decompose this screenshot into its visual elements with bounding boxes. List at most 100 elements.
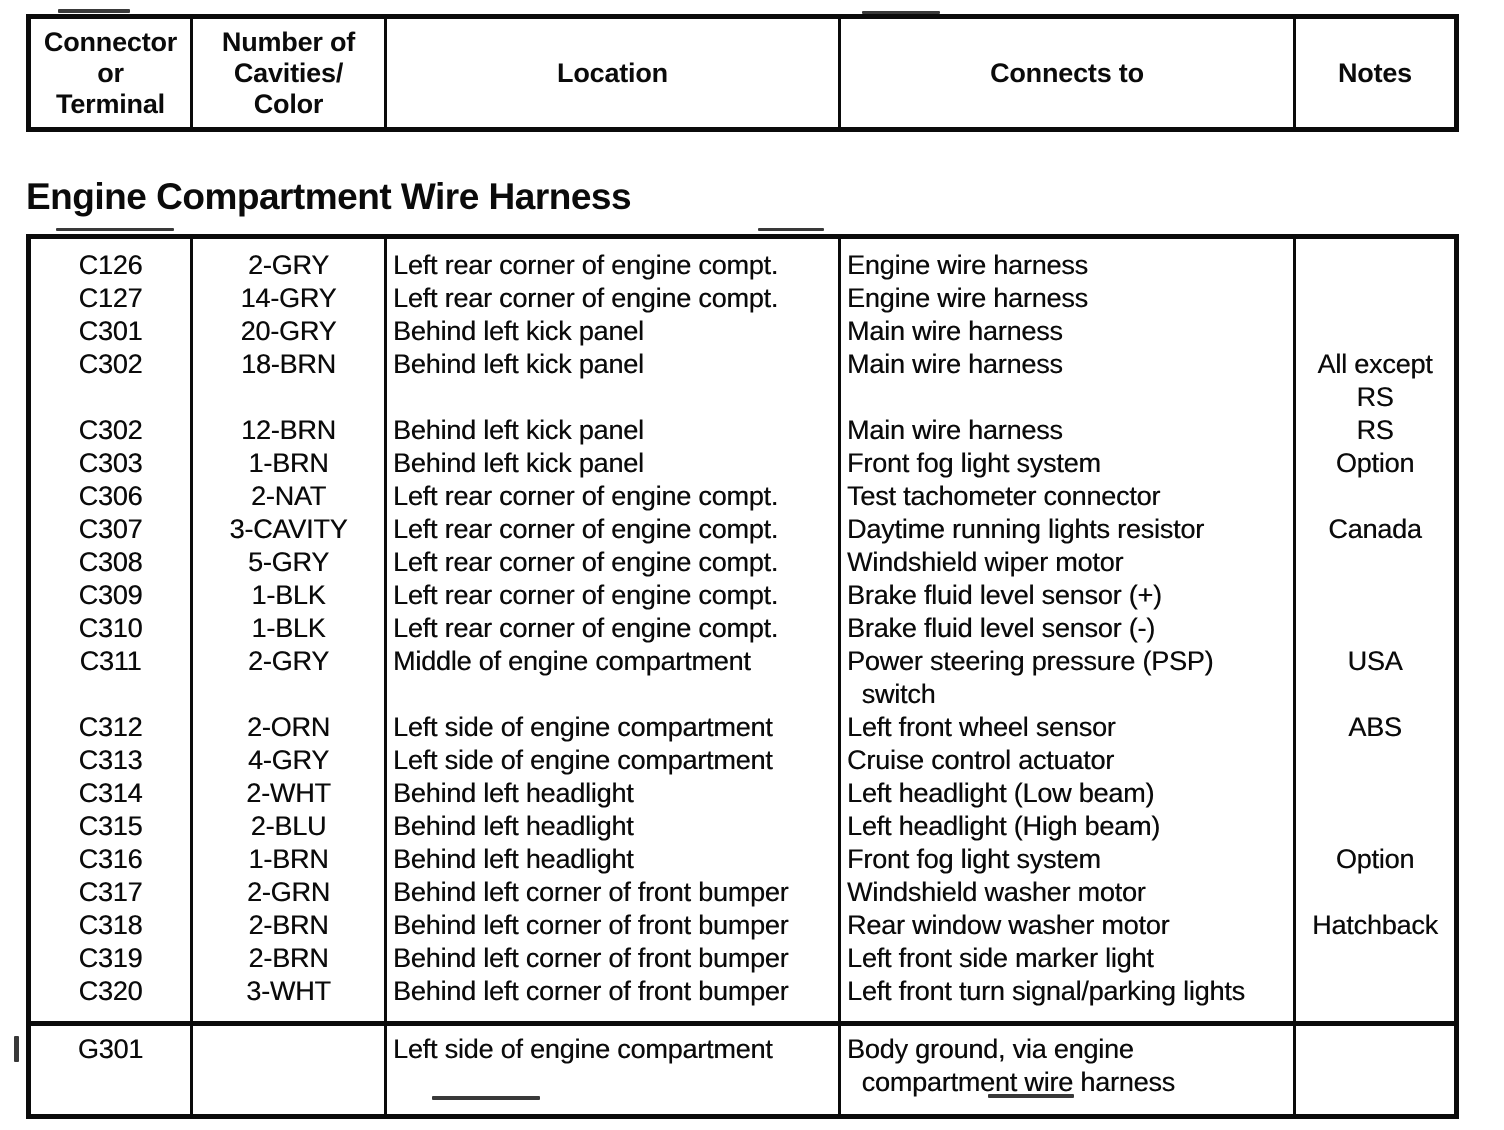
connector-row: C314 2-WHT Behind left headlight Left headl… bbox=[29, 777, 1457, 810]
connector-row: C308 5-GRY Left rear corner of engine comp… bbox=[29, 546, 1457, 579]
location-cell: Behind left headlight bbox=[384, 843, 840, 876]
wire-harness-table: C126 2-GRY Left rear corner of engine comp… bbox=[26, 234, 1459, 1119]
connector-row: C302 18-BRN Behind left kick panel Main wir… bbox=[29, 348, 1457, 414]
connector-cell: C308 bbox=[78, 547, 143, 577]
cavities-cell: 2-WHT bbox=[190, 777, 386, 810]
connector-cell: C301 bbox=[78, 316, 143, 346]
notes-cell bbox=[1293, 876, 1457, 909]
connector-cell: C126 bbox=[78, 250, 143, 280]
connector-row: C317 2-GRN Behind left corner of front bum… bbox=[29, 876, 1457, 909]
connects-to-cell: Engine wire harness bbox=[838, 282, 1295, 315]
notes-cell bbox=[1293, 480, 1457, 513]
location-cell: Left rear corner of engine compt. bbox=[384, 546, 840, 579]
cavities-cell: 2-GRN bbox=[190, 876, 386, 909]
notes-cell: Option bbox=[1293, 447, 1457, 480]
connects-to-cell: Engine wire harness bbox=[838, 236, 1295, 282]
cavities-cell: 3-WHT bbox=[190, 975, 386, 1024]
connects-to-cell: Test tachometer connector bbox=[838, 480, 1295, 513]
notes-cell bbox=[1293, 942, 1457, 975]
notes-cell: All except RS bbox=[1293, 348, 1457, 414]
connector-row: C302 12-BRN Behind left kick panel Main wir… bbox=[29, 414, 1457, 447]
connects-to-cell: Main wire harness bbox=[838, 315, 1295, 348]
ground-rows-section: G301 Left side of engine compartment Body … bbox=[28, 1021, 1457, 1117]
cavities-cell: 2-NAT bbox=[190, 480, 386, 513]
connector-row: C303 1-BRN Behind left kick panel Front fog… bbox=[29, 447, 1457, 480]
cavities-cell: 5-GRY bbox=[190, 546, 386, 579]
notes-cell bbox=[1293, 282, 1457, 315]
location-cell: Left rear corner of engine compt. bbox=[384, 612, 840, 645]
connector-cell: C318 bbox=[78, 910, 143, 940]
cavities-cell: 2-BRN bbox=[190, 942, 386, 975]
connector-row: C127 14-GRY Left rear corner of engine com… bbox=[29, 282, 1457, 315]
location-cell: Left side of engine compartment bbox=[384, 711, 840, 744]
cavities-cell: 2-GRY bbox=[190, 236, 386, 282]
cavities-cell: 1-BLK bbox=[190, 579, 386, 612]
connector-row: C306 2-NAT Left rear corner of engine comp… bbox=[29, 480, 1457, 513]
scan-artifact bbox=[862, 11, 940, 14]
cavities-cell: 12-BRN bbox=[190, 414, 386, 447]
connector-cell: C315 bbox=[78, 811, 143, 841]
scan-artifact bbox=[56, 228, 174, 231]
cavities-cell: 14-GRY bbox=[190, 282, 386, 315]
location-cell: Left rear corner of engine compt. bbox=[384, 480, 840, 513]
location-cell: Behind left corner of front bumper bbox=[384, 909, 840, 942]
connects-to-cell: Daytime running lights resistor bbox=[838, 513, 1295, 546]
cavities-cell: 2-ORN bbox=[190, 711, 386, 744]
connects-to-cell: Front fog light system bbox=[838, 447, 1295, 480]
connector-cell: C302 bbox=[78, 349, 143, 379]
connects-to-cell: Main wire harness bbox=[838, 348, 1295, 414]
connects-to-cell: Left front wheel sensor bbox=[838, 711, 1295, 744]
header-location: Location bbox=[384, 16, 840, 130]
notes-cell bbox=[1293, 777, 1457, 810]
connector-cell: C314 bbox=[78, 778, 143, 808]
cavities-cell: 1-BRN bbox=[190, 843, 386, 876]
connector-row: C126 2-GRY Left rear corner of engine comp… bbox=[29, 236, 1457, 282]
location-cell: Middle of engine compartment bbox=[384, 645, 840, 711]
header-connector-or-terminal: Connector or Terminal bbox=[43, 26, 178, 119]
location-cell: Behind left headlight bbox=[384, 810, 840, 843]
connects-to-cell: Power steering pressure (PSP) switch bbox=[838, 645, 1295, 711]
connector-rows-section: C126 2-GRY Left rear corner of engine comp… bbox=[29, 236, 1457, 1024]
notes-cell bbox=[1293, 744, 1457, 777]
section-title: Engine Compartment Wire Harness bbox=[26, 176, 632, 217]
cavities-cell: 1-BLK bbox=[190, 612, 386, 645]
cavities-cell: 4-GRY bbox=[190, 744, 386, 777]
page-content: Connector or Terminal Number of Cavities… bbox=[26, 14, 1459, 1119]
cavities-cell bbox=[190, 1021, 386, 1117]
connects-to-cell: Rear window washer motor bbox=[838, 909, 1295, 942]
connects-to-cell: Left headlight (Low beam) bbox=[838, 777, 1295, 810]
connector-cell: C319 bbox=[78, 943, 143, 973]
notes-cell bbox=[1293, 546, 1457, 579]
location-cell: Behind left kick panel bbox=[384, 414, 840, 447]
connector-cell: C307 bbox=[78, 514, 143, 544]
connects-to-cell: Left headlight (High beam) bbox=[838, 810, 1295, 843]
connects-to-cell: Body ground, via engine compartment wire… bbox=[838, 1021, 1295, 1117]
connector-row: C310 1-BLK Left rear corner of engine comp… bbox=[29, 612, 1457, 645]
location-cell: Left rear corner of engine compt. bbox=[384, 513, 840, 546]
notes-cell: USA bbox=[1293, 645, 1457, 711]
cavities-cell: 2-BRN bbox=[190, 909, 386, 942]
connector-cell: C317 bbox=[78, 877, 143, 907]
connects-to-cell: Left front side marker light bbox=[838, 942, 1295, 975]
location-cell: Behind left kick panel bbox=[384, 348, 840, 414]
scan-artifact bbox=[14, 1036, 19, 1062]
notes-cell: RS bbox=[1293, 414, 1457, 447]
connector-row: C311 2-GRY Middle of engine compartment Pow… bbox=[29, 645, 1457, 711]
cavities-cell: 3-CAVITY bbox=[190, 513, 386, 546]
notes-cell bbox=[1293, 612, 1457, 645]
connects-to-cell: Main wire harness bbox=[838, 414, 1295, 447]
connector-cell: C320 bbox=[78, 976, 143, 1006]
notes-cell bbox=[1293, 1021, 1457, 1117]
connector-cell: C302 bbox=[78, 415, 143, 445]
connector-row: C309 1-BLK Left rear corner of engine comp… bbox=[29, 579, 1457, 612]
connector-cell: C309 bbox=[78, 580, 143, 610]
notes-cell bbox=[1293, 975, 1457, 1024]
scan-artifact bbox=[758, 228, 824, 231]
connector-cell: G301 bbox=[28, 1021, 192, 1117]
location-cell: Left side of engine compartment bbox=[384, 744, 840, 777]
location-cell: Behind left corner of front bumper bbox=[384, 975, 840, 1024]
connector-row: C307 3-CAVITY Left rear corner of engine c… bbox=[29, 513, 1457, 546]
location-cell: Behind left headlight bbox=[384, 777, 840, 810]
connector-row: C301 20-GRY Behind left kick panel Main wir… bbox=[29, 315, 1457, 348]
